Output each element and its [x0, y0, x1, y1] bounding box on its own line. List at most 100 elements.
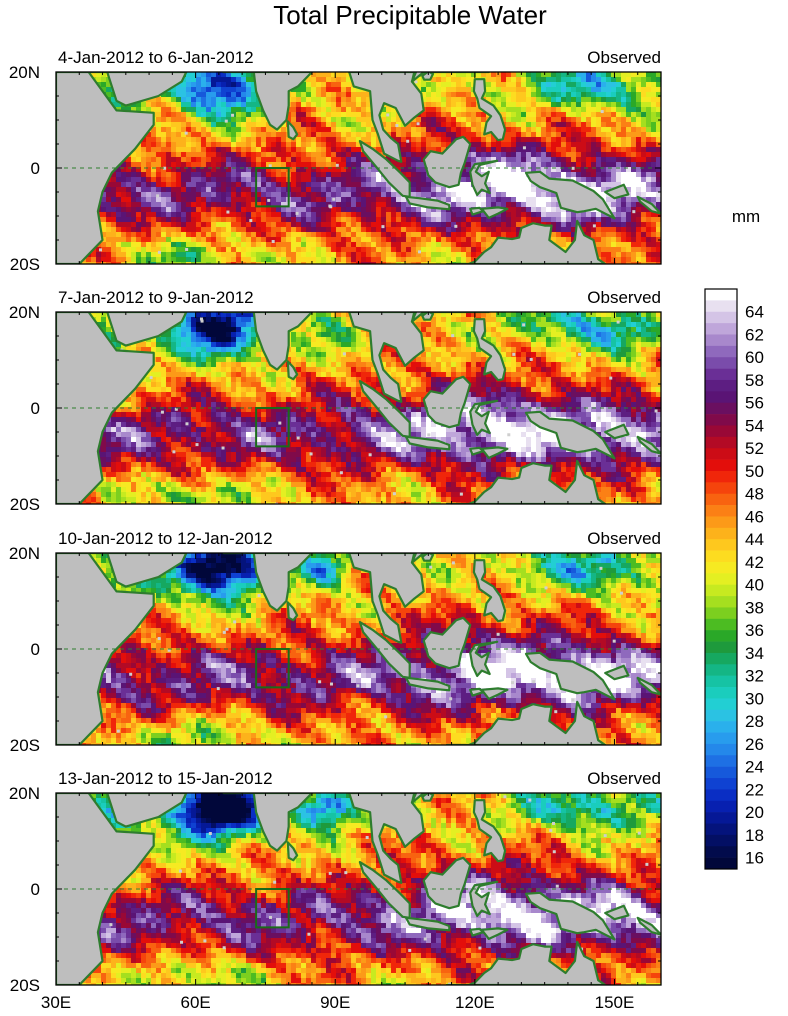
land-india	[222, 553, 314, 612]
land-solomon	[636, 195, 661, 215]
colorbar-tick-label: 36	[745, 621, 764, 640]
land-borneo	[422, 135, 472, 189]
analysis-box	[255, 167, 290, 208]
colorbar-segment	[705, 516, 737, 529]
y-tick-label: 20S	[10, 495, 40, 514]
x-tick-label: 90E	[320, 993, 350, 1012]
land-flores	[480, 687, 509, 700]
colorbar-segment	[705, 766, 737, 779]
colorbar-segment	[705, 425, 737, 438]
colorbar-tick-label: 24	[745, 758, 764, 777]
panel-status-label: Observed	[587, 288, 661, 307]
colorbar-segment	[705, 687, 737, 699]
colorbar-tick-label: 60	[745, 348, 764, 367]
colorbar-tick-label: 30	[745, 689, 764, 708]
land-australia	[445, 700, 607, 745]
y-tick-label: 20S	[10, 255, 40, 274]
panel-status-label: Observed	[587, 529, 661, 548]
land-java	[404, 195, 451, 211]
land-java	[404, 676, 451, 692]
land-china	[410, 553, 490, 564]
y-tick-label: 20N	[9, 303, 40, 322]
land-flores	[480, 927, 509, 940]
y-tick-label: 20S	[10, 736, 40, 755]
panel-period-label: 7-Jan-2012 to 9-Jan-2012	[58, 288, 254, 307]
colorbar-tick-label: 38	[745, 598, 764, 617]
colorbar-tick-label: 26	[745, 735, 764, 754]
colorbar-segment	[705, 846, 737, 858]
panel-period-label: 13-Jan-2012 to 15-Jan-2012	[58, 769, 273, 788]
land-indochina	[348, 72, 425, 163]
panel-status-label: Observed	[587, 48, 661, 67]
y-tick-label: 0	[31, 399, 40, 418]
y-tick-label: 20N	[9, 544, 40, 563]
land-arabia	[87, 553, 188, 588]
colorbar-tick-label: 46	[745, 507, 764, 526]
y-tick-label: 0	[31, 640, 40, 659]
colorbar-tick-label: 42	[745, 553, 764, 572]
y-tick-label: 0	[31, 880, 40, 899]
colorbar-segment	[705, 550, 737, 563]
land-sulawesi	[469, 159, 499, 196]
colorbar-tick-label: 20	[745, 803, 764, 822]
land-tinyisles	[604, 183, 630, 200]
land-taiwan	[475, 47, 484, 62]
colorbar-segment	[705, 379, 737, 392]
panel-status-label: Observed	[587, 769, 661, 788]
land-tinyisles	[604, 664, 630, 681]
colorbar-segment	[705, 527, 737, 540]
land-taiwan	[475, 287, 484, 302]
land-taiwan	[475, 528, 484, 543]
colorbar-tick-label: 18	[745, 826, 764, 845]
land-philippines	[472, 559, 507, 623]
y-tick-label: 20N	[9, 784, 40, 803]
land-philippines	[472, 78, 507, 142]
land-solomon	[636, 435, 661, 455]
x-axis-labels: 30E 60E 90E 120E 150E	[41, 993, 634, 1012]
land-india	[222, 312, 314, 371]
colorbar-segment	[705, 664, 737, 676]
land-java	[404, 435, 451, 451]
land-sulawesi	[469, 399, 499, 436]
colorbar-tick-label: 62	[745, 325, 764, 344]
land-tinyisles	[604, 423, 630, 440]
panel-period-label: 4-Jan-2012 to 6-Jan-2012	[58, 48, 254, 67]
map-panel: 20N 0 20S 4-Jan-2012 to 6-Jan-2012 Observed	[9, 47, 662, 274]
colorbar-segment	[705, 539, 737, 551]
colorbar-segment	[705, 778, 737, 790]
land-newguinea	[524, 410, 616, 460]
land-sulawesi	[469, 880, 499, 917]
colorbar-frame	[704, 288, 738, 870]
land-srilanka	[286, 360, 299, 381]
moisture-field	[56, 72, 661, 264]
colorbar-segment	[705, 607, 737, 620]
moisture-field	[56, 553, 661, 745]
colorbar-segment	[705, 755, 737, 767]
map-panel: 20N 0 20S 7-Jan-2012 to 9-Jan-2012 Observed	[9, 287, 662, 514]
land-borneo	[422, 375, 472, 429]
colorbar-tick-label: 56	[745, 394, 764, 413]
land-srilanka	[286, 601, 299, 622]
land-flores	[480, 206, 509, 219]
x-tick-label: 120E	[455, 993, 495, 1012]
colorbar-segment	[705, 800, 737, 813]
land-srilanka	[286, 120, 299, 141]
land-philippines	[472, 318, 507, 382]
colorbar-tick-label: 58	[745, 371, 764, 390]
colorbar-tick-label: 40	[745, 576, 764, 595]
colorbar-segment	[705, 675, 737, 688]
colorbar-segment	[705, 641, 737, 654]
land-arabia	[87, 312, 188, 347]
y-tick-label: 20S	[10, 976, 40, 995]
analysis-box	[255, 407, 290, 448]
colorbar-segment	[705, 732, 737, 745]
colorbar-segment	[705, 630, 737, 642]
colorbar-tick-label: 44	[745, 530, 764, 549]
colorbar-segment	[705, 289, 737, 301]
colorbar-segment	[705, 368, 737, 381]
map-panel: 20N 0 20S 13-Jan-2012 to 15-Jan-2012 Observe…	[9, 769, 662, 995]
chart-title: Total Precipitable Water	[273, 0, 547, 30]
colorbar-segment	[705, 436, 737, 449]
